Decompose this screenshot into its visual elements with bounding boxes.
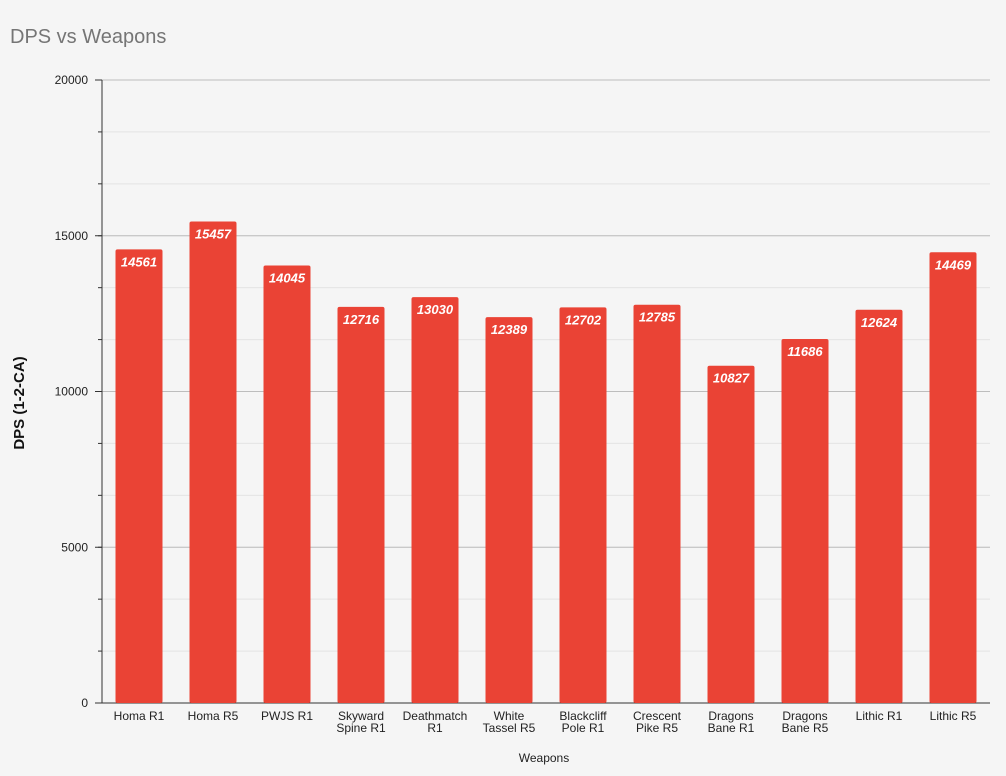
bar-value-label: 12389 [491,322,528,337]
bar [485,317,533,703]
y-tick-labels: 0 5000 10000 15000 20000 [55,73,89,710]
y-tick-label: 0 [81,696,88,710]
x-tick-label: Pike R5 [636,721,678,735]
x-tick-label: Deathmatch [403,709,468,723]
x-tick-label: Spine R1 [336,721,386,735]
chart-title: DPS vs Weapons [10,26,166,48]
x-tick-label: Lithic R1 [856,709,903,723]
x-tick-label: Skyward [338,709,384,723]
bar [411,297,459,703]
x-tick-label: R1 [427,721,443,735]
bar [263,265,311,703]
y-axis-label: DPS (1-2-CA) [11,356,28,449]
bar-value-label: 15457 [195,227,232,242]
x-tick-label: Blackcliff [559,709,607,723]
bar [115,249,163,703]
bar-value-label: 14469 [935,257,972,272]
x-tick-label: Crescent [633,709,682,723]
gridlines [102,79,990,652]
bar-value-label: 12624 [861,315,898,330]
y-tick-label: 20000 [55,73,89,87]
x-tick-label: PWJS R1 [261,709,313,723]
x-tick-label: White [494,709,525,723]
x-axis-label: Weapons [519,751,569,765]
bars [115,221,977,703]
x-tick-label: Dragons [708,709,753,723]
bar-value-label: 12716 [343,312,380,327]
bar-value-label: 14045 [269,270,306,285]
x-tick-label: Tassel R5 [483,721,536,735]
bar [633,304,681,703]
bar [929,252,977,703]
bar [707,365,755,703]
y-tick-label: 15000 [55,229,89,243]
bar [189,221,237,703]
bar-value-label: 11686 [787,344,823,359]
x-tick-label: Homa R1 [114,709,165,723]
bar [337,306,385,703]
x-tick-label: Homa R5 [188,709,239,723]
x-tick-label: Bane R1 [708,721,755,735]
x-tick-label: Dragons [782,709,827,723]
axes [95,79,990,704]
x-tick-label: Lithic R5 [930,709,977,723]
data-labels: 14561 15457 14045 12716 13030 12389 12702 12785… [121,227,972,386]
bar-value-label: 13030 [417,302,454,317]
bar [855,309,903,703]
x-tick-label: Pole R1 [562,721,605,735]
bar-value-label: 12702 [565,312,602,327]
bar-value-label: 10827 [713,371,750,386]
y-tick-label: 5000 [61,540,88,554]
bar [781,338,829,703]
bar-value-label: 12785 [639,310,676,325]
bar-value-label: 14561 [121,254,157,269]
x-tick-label: Bane R5 [782,721,829,735]
y-tick-label: 10000 [55,385,89,399]
bar [559,307,607,703]
